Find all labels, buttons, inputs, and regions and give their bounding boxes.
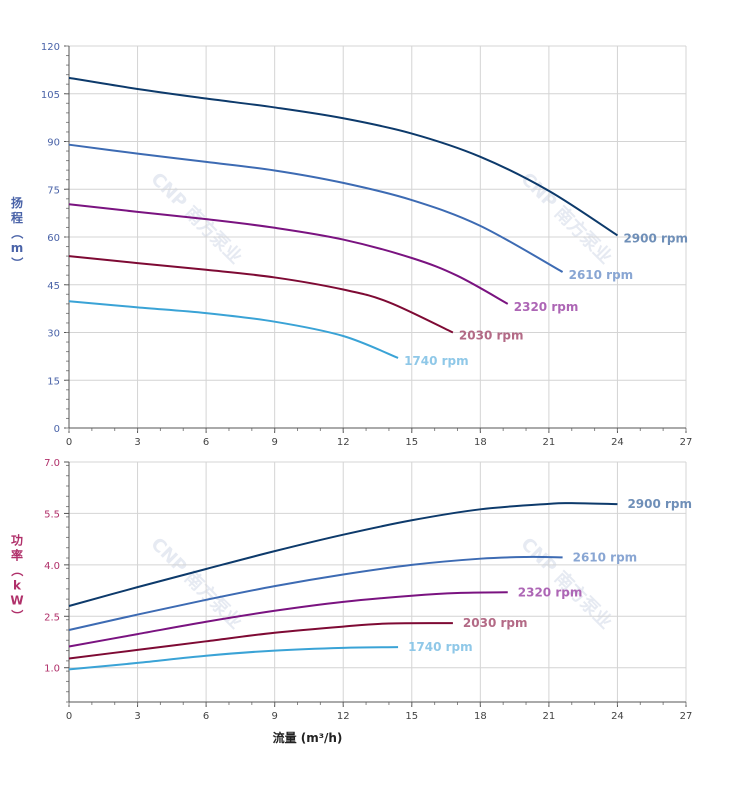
- x-tick-label: 15: [405, 711, 418, 722]
- y-tick-label: 0: [54, 424, 60, 435]
- y-axis-label-char: （: [10, 564, 25, 576]
- y-axis-label-char: 率: [11, 548, 23, 563]
- series-end-label: 2610 rpm: [573, 550, 638, 564]
- x-tick-label: 18: [474, 711, 487, 722]
- grid-layer: [68, 45, 687, 702]
- y-axis-label-char: 程: [11, 210, 23, 225]
- x-tick-label: 0: [66, 437, 72, 448]
- x-tick-label: 3: [134, 711, 140, 722]
- x-tick-label: 15: [405, 437, 418, 448]
- y-tick-label: 1.0: [44, 664, 60, 675]
- y-axis-label-char: （: [10, 227, 25, 239]
- x-tick-label: 9: [271, 437, 277, 448]
- y-axis-label-char: ）: [10, 257, 25, 269]
- series-end-label: 2900 rpm: [623, 231, 688, 245]
- series-end-label: 1740 rpm: [404, 354, 469, 368]
- y-tick-label: 120: [41, 42, 60, 53]
- y-tick-label: 15: [47, 376, 60, 387]
- series-line: [68, 143, 564, 273]
- y-tick-label: 45: [47, 281, 60, 292]
- series-end-label: 2030 rpm: [459, 329, 524, 343]
- x-tick-label: 3: [134, 437, 140, 448]
- series-end-label: 2320 rpm: [518, 585, 583, 599]
- x-tick-label: 24: [611, 437, 624, 448]
- series-line: [68, 203, 509, 305]
- y-tick-label: 7.0: [44, 458, 60, 469]
- x-tick-label: 21: [543, 437, 556, 448]
- series-end-label: 1740 rpm: [408, 640, 473, 654]
- x-tick-label: 9: [271, 711, 277, 722]
- y-axis-label-char: ）: [10, 609, 25, 621]
- y-tick-label: 75: [47, 185, 60, 196]
- watermark-text: CNP 南方泵业: [516, 533, 616, 633]
- series-end-label: 2610 rpm: [569, 268, 634, 282]
- series-line: [68, 502, 618, 607]
- y-tick-label: 90: [47, 138, 60, 149]
- x-tick-label: 6: [203, 437, 209, 448]
- axes-layer: 0 3 6 9 12 15 18 21 24 270153045607590105120扬程（m）…: [10, 42, 692, 745]
- series-end-label: 2900 rpm: [627, 497, 692, 511]
- x-tick-label: 12: [337, 437, 350, 448]
- series-layer: [68, 76, 618, 671]
- x-tick-label: 27: [680, 437, 693, 448]
- y-axis-label-char: k: [13, 579, 22, 593]
- series-line: [68, 646, 399, 671]
- x-tick-label: 21: [543, 711, 556, 722]
- y-tick-label: 5.5: [44, 509, 60, 520]
- x-axis-label: 流量 (m³/h): [273, 730, 343, 745]
- series-line: [68, 591, 508, 648]
- series-end-label: 2030 rpm: [463, 616, 528, 630]
- y-tick-label: 2.5: [44, 612, 60, 623]
- series-line: [68, 555, 563, 631]
- y-axis-label-char: 扬: [11, 195, 23, 210]
- y-tick-label: 30: [47, 329, 60, 340]
- y-axis-label-char: W: [10, 594, 23, 608]
- y-tick-label: 105: [41, 90, 60, 101]
- y-tick-label: 60: [47, 233, 60, 244]
- series-line: [68, 622, 453, 660]
- series-line: [68, 255, 454, 334]
- x-tick-label: 0: [66, 711, 72, 722]
- label-layer: 2900 rpm 2610 rpm 2320 rpm 2030 rpm 1740 rpm…: [404, 231, 692, 654]
- series-end-label: 2320 rpm: [514, 300, 579, 314]
- x-tick-label: 27: [680, 711, 693, 722]
- x-tick-label: 6: [203, 711, 209, 722]
- x-tick-label: 12: [337, 711, 350, 722]
- x-tick-label: 24: [611, 711, 624, 722]
- series-line: [68, 300, 399, 359]
- series-line: [68, 76, 618, 237]
- x-tick-label: 18: [474, 437, 487, 448]
- y-tick-label: 4.0: [44, 561, 60, 572]
- y-axis-label-char: 功: [11, 533, 23, 548]
- y-axis-label-char: m: [11, 241, 24, 255]
